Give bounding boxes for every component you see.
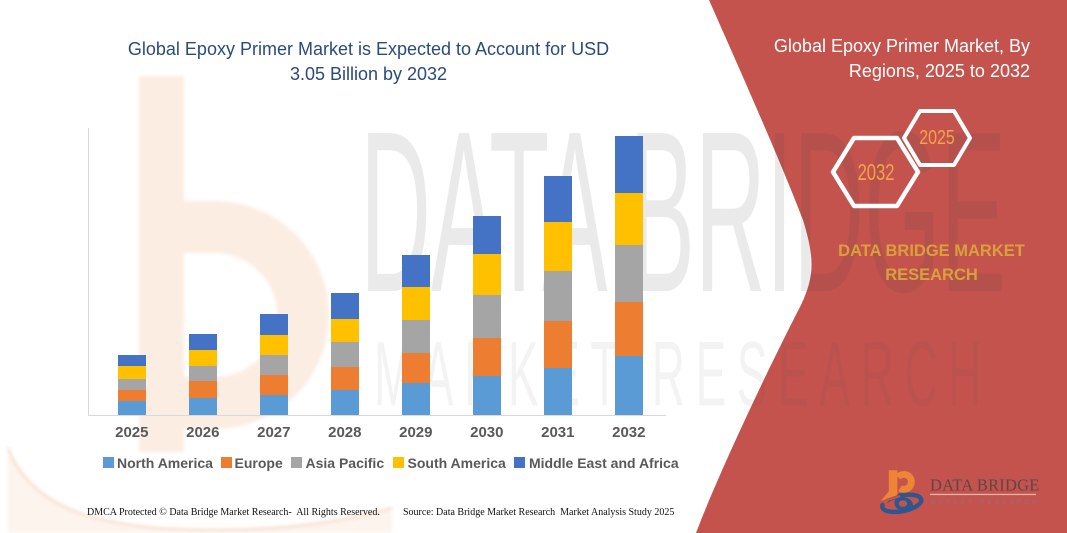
svg-text:MARKET RESEARCH: MARKET RESEARCH	[930, 499, 1040, 506]
svg-text:DATA BRIDGE: DATA BRIDGE	[930, 476, 1040, 495]
